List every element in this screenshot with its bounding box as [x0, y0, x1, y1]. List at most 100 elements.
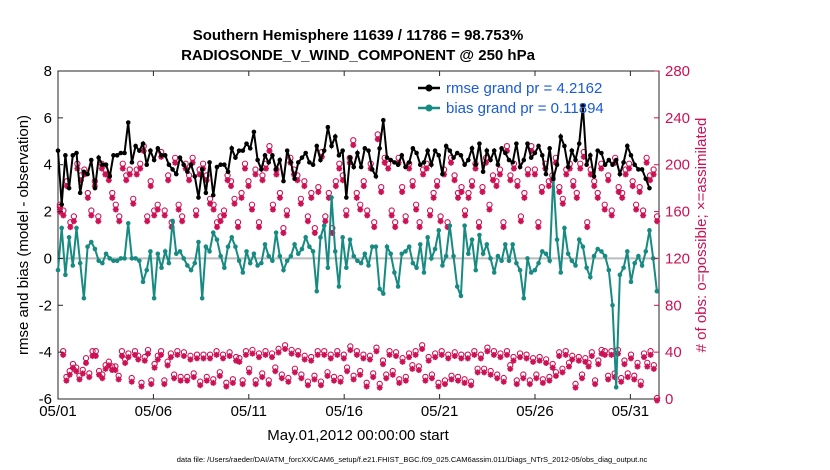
bias-point: [392, 270, 397, 275]
bias-point: [222, 265, 227, 271]
bias-point: [207, 249, 212, 254]
rmse-point: [477, 141, 482, 146]
obs-assimilated-point: [475, 224, 482, 231]
y-right-tick-label: 120: [665, 250, 690, 267]
rmse-point: [392, 160, 397, 165]
rmse-point: [177, 155, 183, 160]
obs-assimilated-point: [605, 177, 612, 184]
bias-point: [417, 242, 423, 247]
rmse-point: [473, 162, 479, 168]
obs-assimilated-point: [84, 194, 91, 201]
rmse-point: [107, 174, 113, 179]
obs-assimilated-point: [507, 365, 514, 372]
rmse-point: [281, 178, 286, 184]
obs-assimilated-point: [77, 177, 84, 184]
obs-assimilated-point: [151, 364, 158, 371]
obs-assimilated-point: [396, 379, 403, 386]
bias-point: [558, 270, 564, 275]
obs-assimilated-point: [295, 351, 302, 358]
obs-assimilated-point: [565, 363, 572, 370]
obs-assimilated-point: [406, 165, 413, 172]
obs-assimilated-point: [249, 350, 256, 357]
rmse-point: [85, 171, 90, 177]
bias-point: [521, 295, 527, 301]
obs-assimilated-point: [399, 188, 406, 195]
obs-assimilated-point: [360, 355, 367, 362]
obs-assimilated-point: [238, 194, 245, 201]
obs-assimilated-point: [608, 351, 615, 358]
rmse-point: [539, 153, 545, 158]
obs-assimilated-point: [138, 383, 145, 390]
rmse-point: [395, 162, 401, 168]
bias-point: [96, 258, 101, 264]
bias-point: [395, 284, 401, 289]
bias-point: [576, 237, 582, 242]
chart-title-line1: Southern Hemisphere 11639 / 11786 = 98.7…: [193, 27, 524, 44]
obs-assimilated-point: [350, 376, 357, 383]
x-tick-label: 05/31: [612, 403, 650, 420]
obs-assimilated-point: [538, 188, 545, 195]
rmse-point: [74, 150, 79, 156]
bias-point: [144, 267, 150, 273]
bias-point: [355, 258, 360, 264]
bias-point: [595, 246, 601, 252]
bias-point: [340, 235, 345, 240]
obs-assimilated-point: [448, 376, 455, 383]
obs-assimilated-point: [517, 218, 524, 225]
obs-assimilated-point: [472, 165, 479, 172]
obs-assimilated-point: [221, 212, 228, 219]
rmse-point: [244, 141, 249, 146]
obs-assimilated-point: [503, 351, 510, 358]
obs-assimilated-point: [622, 171, 629, 178]
obs-assimilated-point: [66, 371, 73, 378]
y-right-tick-label: 240: [665, 110, 690, 127]
obs-assimilated-point: [60, 212, 67, 219]
rmse-point: [77, 190, 83, 196]
obs-assimilated-point: [579, 375, 586, 382]
bias-point: [499, 258, 504, 264]
obs-assimilated-point: [297, 200, 304, 207]
rmse-point: [259, 167, 264, 172]
rmse-point: [381, 117, 386, 123]
rmse-point: [92, 185, 98, 191]
obs-assimilated-point: [177, 377, 184, 384]
obs-assimilated-point: [479, 188, 486, 195]
obs-assimilated-point: [203, 377, 210, 384]
obs-assimilated-point: [245, 183, 252, 190]
rmse-point: [247, 146, 253, 151]
obs-assimilated-point: [490, 351, 497, 358]
obs-assimilated-point: [266, 147, 273, 154]
obs-assimilated-point: [92, 352, 99, 359]
bias-point: [473, 267, 479, 273]
obs-assimilated-point: [510, 357, 517, 364]
rmse-point: [355, 150, 360, 156]
obs-assimilated-point: [605, 376, 612, 383]
obs-assimilated-point: [79, 370, 86, 377]
bias-point: [532, 267, 538, 273]
obs-assimilated-point: [520, 375, 527, 382]
rmse-point: [88, 157, 94, 163]
plot-frame: [57, 70, 660, 400]
obs-assimilated-point: [383, 375, 390, 382]
obs-assimilated-point: [321, 351, 328, 358]
obs-assimilated-point: [233, 357, 240, 364]
bias-point: [185, 263, 190, 268]
rmse-point: [506, 157, 512, 163]
obs-assimilated-point: [184, 377, 191, 384]
rmse-point: [314, 143, 320, 149]
rmse-point: [196, 195, 201, 200]
rmse-point: [432, 148, 438, 153]
bias-point: [107, 256, 113, 261]
obs-assimilated-point: [575, 357, 582, 364]
obs-assimilated-point: [273, 171, 280, 178]
rmse-point: [310, 162, 316, 168]
obs-assimilated-point: [559, 369, 566, 376]
bias-point: [447, 223, 453, 228]
obs-assimilated-point: [125, 354, 132, 361]
bias-point: [440, 263, 445, 268]
obs-assimilated-point: [126, 171, 133, 178]
obs-assimilated-point: [350, 142, 357, 149]
obs-assimilated-point: [636, 188, 643, 195]
bias-point: [255, 263, 260, 268]
obs-assimilated-point: [357, 371, 364, 378]
